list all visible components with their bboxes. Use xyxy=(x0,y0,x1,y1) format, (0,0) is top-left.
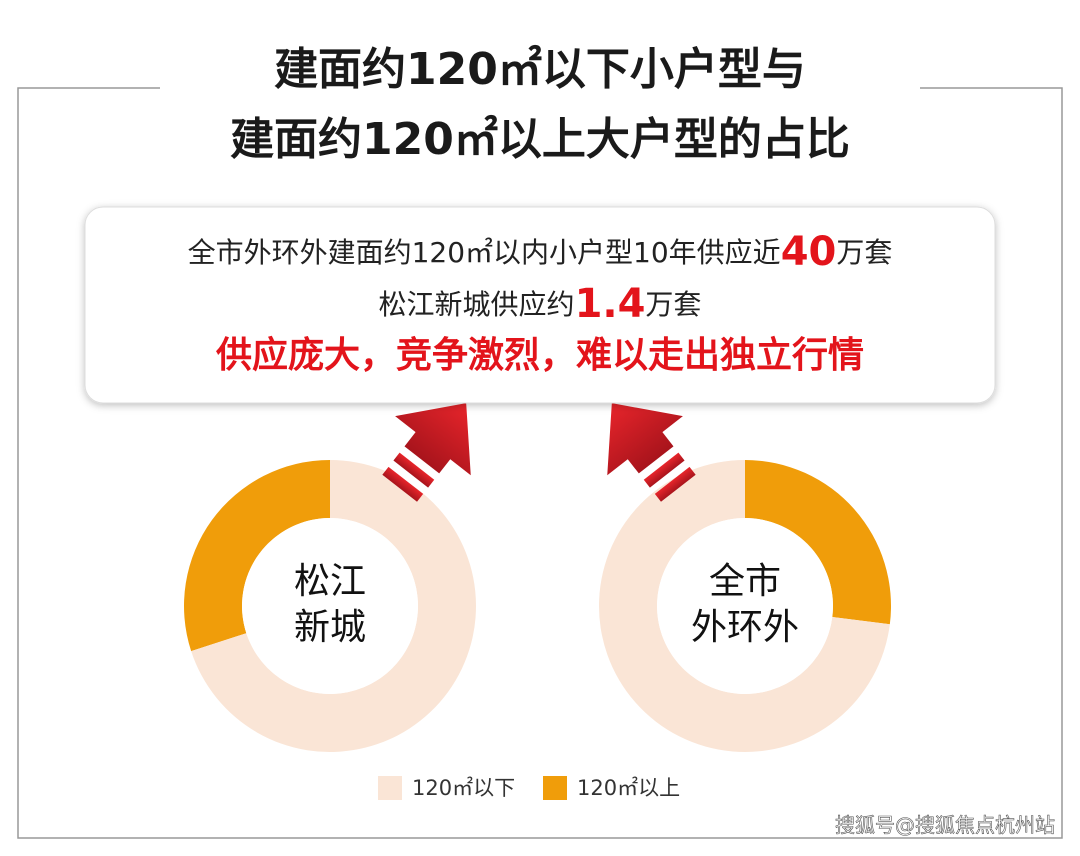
arrow xyxy=(607,403,696,502)
callout-text: 万套 xyxy=(836,236,892,269)
center-label: 松江 xyxy=(294,561,366,602)
callout-line: 供应庞大，竞争激烈，难以走出独立行情 xyxy=(216,335,864,376)
callout-line: 松江新城供应约1.4万套 xyxy=(379,281,702,327)
legend-label: 120㎡以上 xyxy=(577,776,680,800)
center-label: 新城 xyxy=(294,607,366,648)
donut-slice xyxy=(745,460,891,625)
callout-text: 松江新城供应约 xyxy=(379,288,575,321)
legend-swatch xyxy=(543,776,567,800)
donut-slice xyxy=(184,460,330,652)
callout-text: 40 xyxy=(781,229,837,275)
donut-hole xyxy=(242,518,418,694)
legend-swatch xyxy=(378,776,402,800)
frame xyxy=(17,87,1063,839)
donut-hole xyxy=(657,518,833,694)
callout: 全市外环外建面约120㎡以内小户型10年供应近40万套松江新城供应约1.4万套供… xyxy=(188,229,893,376)
title-line: 建面约120㎡以上大户型的占比 xyxy=(230,114,850,165)
callout-text: 全市外环外建面约120㎡以内小户型10年供应近 xyxy=(188,236,781,269)
callout-text: 供应庞大，竞争激烈，难以走出独立行情 xyxy=(216,335,864,376)
title-line: 建面约120㎡以下小户型与 xyxy=(274,44,806,95)
charts: 松江新城 全市外环外 xyxy=(184,460,891,752)
donut-slice xyxy=(599,460,890,752)
donut-slice xyxy=(191,460,476,752)
callout-box xyxy=(84,206,996,404)
center-label: 外环外 xyxy=(691,607,799,648)
legend-label: 120㎡以下 xyxy=(412,776,515,800)
center-label: 全市 xyxy=(709,561,781,602)
callout-text: 1.4 xyxy=(575,281,646,327)
arrow xyxy=(382,403,471,502)
legend: 120㎡以下 120㎡以上 xyxy=(378,776,680,800)
watermark: 搜狐号@搜狐焦点杭州站 xyxy=(835,813,1055,837)
callout-text: 万套 xyxy=(645,288,701,321)
callout-line: 全市外环外建面约120㎡以内小户型10年供应近40万套 xyxy=(188,229,893,275)
